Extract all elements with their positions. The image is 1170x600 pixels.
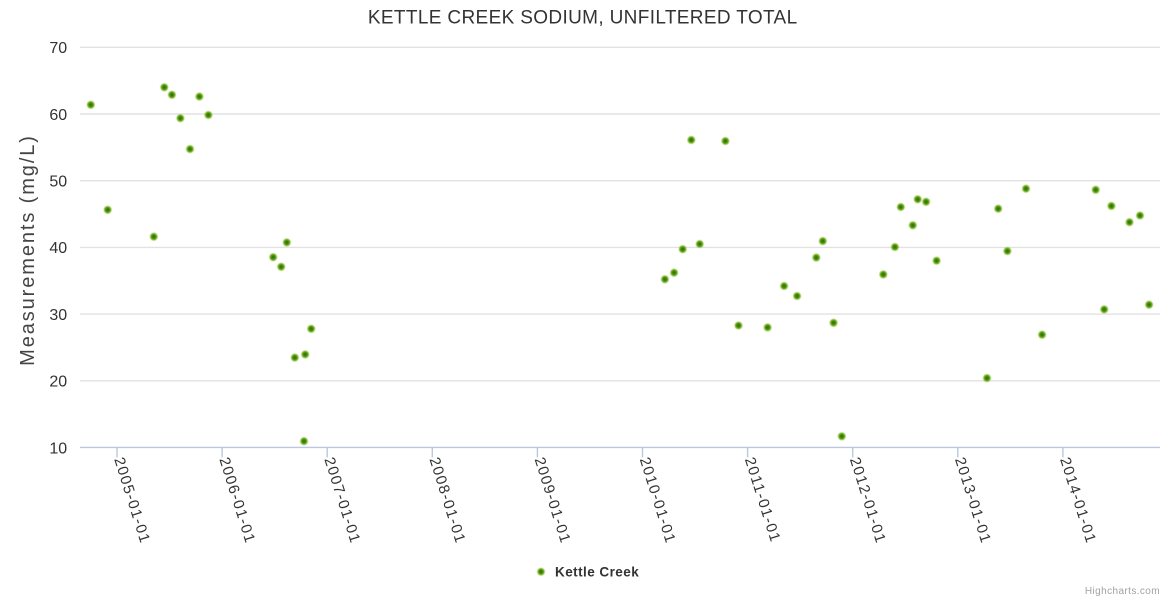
svg-text:Highcharts.com: Highcharts.com <box>1085 586 1160 597</box>
svg-text:40: 40 <box>49 240 67 257</box>
svg-text:10: 10 <box>49 440 67 457</box>
svg-text:70: 70 <box>49 40 67 57</box>
svg-text:Measurements (mg/L): Measurements (mg/L) <box>17 134 39 366</box>
svg-text:20: 20 <box>49 374 67 391</box>
svg-text:Kettle Creek: Kettle Creek <box>555 565 639 580</box>
svg-text:KETTLE CREEK SODIUM, UNFILTERE: KETTLE CREEK SODIUM, UNFILTERED TOTAL <box>368 8 798 29</box>
svg-text:50: 50 <box>49 174 67 191</box>
svg-text:60: 60 <box>49 107 67 124</box>
svg-text:30: 30 <box>49 307 67 324</box>
